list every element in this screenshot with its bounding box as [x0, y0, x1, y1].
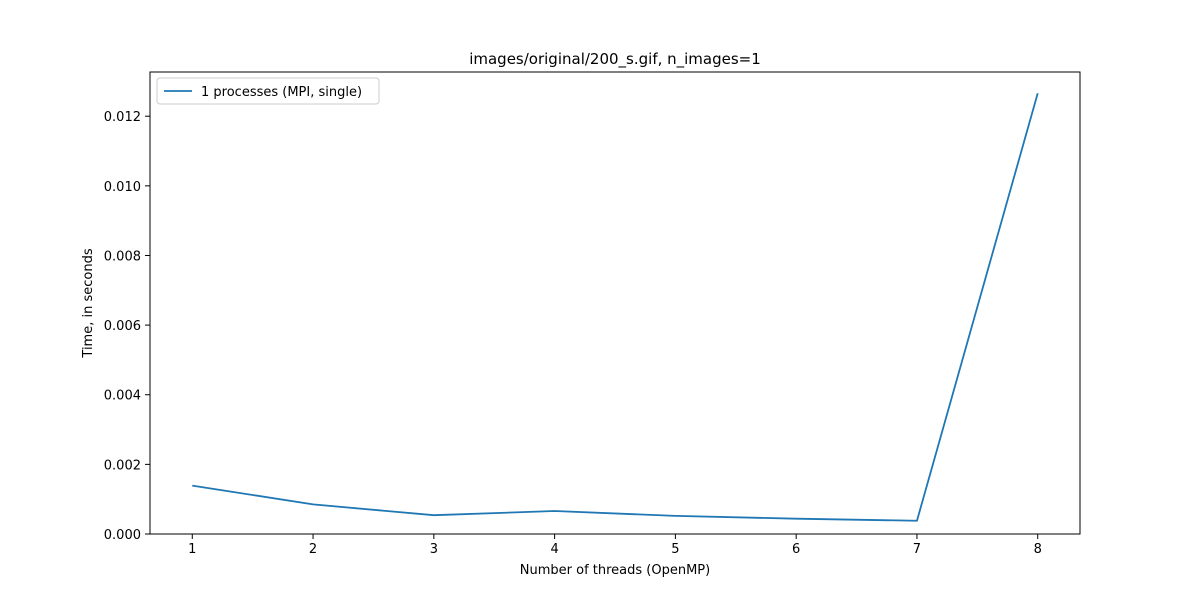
legend-label-series-1: 1 processes (MPI, single) — [201, 85, 362, 100]
series-line-1 — [192, 92, 1039, 522]
x-tick-label: 2 — [309, 542, 317, 557]
legend: 1 processes (MPI, single) — [156, 77, 380, 105]
x-tick-label: 5 — [671, 542, 679, 557]
y-axis-ticks: 0.000 0.002 0.004 0.006 0.008 0.010 0.012 — [104, 110, 150, 543]
x-tick-label: 3 — [430, 542, 438, 557]
x-axis-label: Number of threads (OpenMP) — [520, 563, 710, 578]
y-axis-label: Time, in seconds — [81, 248, 96, 358]
y-tick-label: 0.012 — [104, 110, 141, 125]
x-tick-label: 7 — [913, 542, 921, 557]
y-tick-label: 0.006 — [104, 319, 141, 334]
y-tick-label: 0.000 — [104, 528, 141, 543]
plot-area-frame — [149, 71, 1081, 535]
y-tick-label: 0.010 — [104, 180, 141, 195]
x-tick-label: 1 — [188, 542, 196, 557]
x-tick-label: 8 — [1034, 542, 1042, 557]
chart-title: images/original/200_s.gif, n_images=1 — [469, 50, 761, 69]
legend-box — [156, 77, 380, 105]
y-tick-label: 0.002 — [104, 458, 141, 473]
series-layer — [192, 92, 1039, 522]
y-tick-label: 0.004 — [104, 389, 141, 404]
x-tick-label: 6 — [792, 542, 800, 557]
x-tick-label: 4 — [550, 542, 558, 557]
x-axis-ticks: 1 2 3 4 5 6 7 8 — [188, 534, 1042, 557]
y-tick-label: 0.008 — [104, 249, 141, 264]
